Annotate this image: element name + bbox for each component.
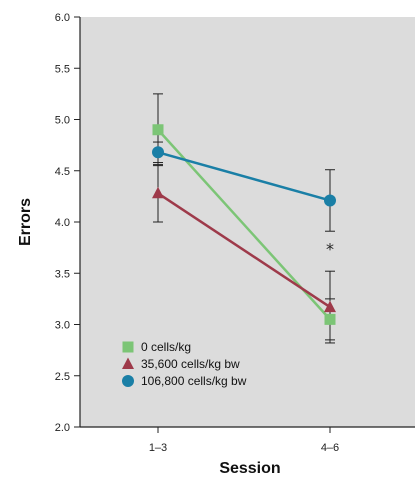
series-line	[157, 192, 331, 309]
y-tick-label: 2.0	[55, 422, 70, 434]
data-point	[152, 124, 164, 136]
series-markers	[152, 124, 336, 325]
y-tick-label: 3.0	[55, 320, 70, 332]
x-tick-labels: 1–3 4–6	[149, 442, 339, 454]
y-tick-label: 5.5	[55, 63, 70, 75]
y-axis-title: Errors	[17, 198, 34, 246]
data-point	[152, 146, 164, 159]
x-tick-label: 1–3	[149, 442, 167, 454]
series-lines	[157, 128, 331, 321]
legend-label: 0 cells/kg	[141, 340, 191, 354]
y-tick-label: 3.5	[55, 268, 70, 280]
data-point	[324, 194, 336, 207]
x-axis-title: Session	[219, 460, 280, 477]
y-tick-label: 5.0	[55, 115, 70, 127]
legend-marker	[122, 357, 134, 369]
series-line	[157, 151, 331, 202]
data-point	[324, 300, 336, 313]
data-point	[152, 186, 164, 199]
y-tick-label: 2.5	[55, 371, 70, 383]
legend-label: 35,600 cells/kg bw	[141, 357, 240, 371]
data-point	[324, 313, 336, 325]
annotation-asterisk: *	[326, 240, 334, 259]
legend-marker	[122, 341, 134, 353]
legend-label: 106,800 cells/kg bw	[141, 374, 247, 388]
y-tick-label: 4.5	[55, 166, 70, 178]
legend: 0 cells/kg 35,600 cells/kg bw 106,800 cell…	[117, 337, 272, 392]
x-tick-label: 4–6	[321, 442, 339, 454]
legend-box	[117, 337, 272, 392]
y-tick-label: 6.0	[55, 12, 70, 24]
legend-marker	[122, 375, 134, 387]
axes	[74, 16, 415, 433]
y-tick-labels: 2.0 2.5 3.0 3.5 4.0 4.5 5.0 5.5 6.0	[55, 12, 70, 434]
y-tick-label: 4.0	[55, 217, 70, 229]
